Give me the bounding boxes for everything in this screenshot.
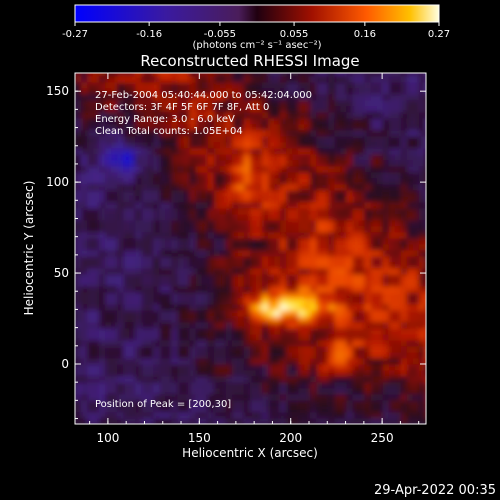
y-axis-label: Heliocentric Y (arcsec) <box>22 181 36 316</box>
annotation-line: Clean Total counts: 1.05E+04 <box>95 126 243 137</box>
x-tick-label: 200 <box>279 431 302 445</box>
plot-frame <box>74 72 427 425</box>
y-tick-label: 150 <box>46 84 69 98</box>
colorbar-tick-label: -0.16 <box>136 29 162 40</box>
colorbar-tick-label: 0.27 <box>428 29 450 40</box>
colorbar-ticks: -0.27 -0.16 -0.055 0.055 0.16 0.27 <box>62 22 450 40</box>
colorbar-tick-label: 0.055 <box>280 29 309 40</box>
x-axis-label: Heliocentric X (arcsec) <box>182 446 318 460</box>
annotation-line: 27-Feb-2004 05:40:44.000 to 05:42:04.000 <box>95 90 312 101</box>
colorbar <box>74 4 440 23</box>
x-tick-label: 250 <box>371 431 394 445</box>
colorbar-tick-label: 0.16 <box>354 29 376 40</box>
y-tick-label: 0 <box>61 357 69 371</box>
chart-title: Reconstructed RHESSI Image <box>140 52 359 70</box>
heatmap-image <box>75 73 426 424</box>
annotation-line: Detectors: 3F 4F 5F 6F 7F 8F, Att 0 <box>95 102 269 113</box>
colorbar-tick-label: -0.055 <box>204 29 236 40</box>
annotation-line: Energy Range: 3.0 - 6.0 keV <box>95 114 235 125</box>
y-tick-label: 50 <box>54 266 69 280</box>
axis-ticks: 100 150 200 250 0 50 100 150 <box>46 72 426 445</box>
x-tick-label: 100 <box>96 431 119 445</box>
colorbar-tick-label: -0.27 <box>62 29 88 40</box>
annotations: 27-Feb-2004 05:40:44.000 to 05:42:04.000… <box>95 90 312 137</box>
timestamp: 29-Apr-2022 00:35 <box>374 483 496 498</box>
peak-label: Position of Peak = [200,30] <box>95 399 231 410</box>
x-tick-label: 150 <box>188 431 211 445</box>
colorbar-unit-label: (photons cm⁻² s⁻¹ asec⁻²) <box>192 40 321 51</box>
y-tick-label: 100 <box>46 175 69 189</box>
